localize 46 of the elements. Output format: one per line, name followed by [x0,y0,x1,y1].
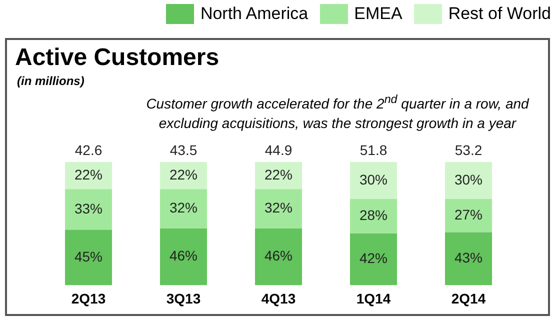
x-tick-label: 4Q13 [261,290,296,306]
data-label: 22% [169,166,198,182]
bar [444,162,492,199]
bar [160,189,208,229]
bar [254,162,302,190]
bar [444,232,492,286]
data-label: 32% [169,200,198,216]
bar [64,162,112,190]
bar [254,189,302,229]
data-label: 28% [359,207,388,224]
annotation: 44.9 [264,142,292,158]
bar [350,162,398,199]
data-label: 33% [74,200,103,216]
bar [350,198,398,234]
bar [254,228,302,286]
data-label: 30% [454,171,483,188]
x-tick-label: 3Q13 [166,290,201,306]
data-label: 22% [264,166,293,182]
chart-subtitle: (in millions) [17,74,84,88]
data-label: 46% [169,248,198,264]
legend-label: North America [200,4,308,24]
annotation: 42.6 [74,142,102,158]
data-label: 42% [359,250,388,266]
annotation: 43.5 [170,142,198,158]
bar [64,230,112,286]
annotation: 51.8 [360,142,388,158]
legend-label: Rest of World [448,4,551,24]
data-label: 22% [74,166,103,182]
bar [64,189,112,230]
text: Customer growth accelerated for the 2$^{nd}$ quarter in a row, and excluding acquisitions, was the strongest growth in a year [145,92,530,133]
data-label: 32% [264,200,293,216]
data-label: 45% [74,248,103,264]
bar [160,162,208,190]
bar [160,228,208,286]
legend-label: EMEA [354,4,402,24]
x-tick-label: 2Q14 [451,290,486,306]
data-label: 43% [454,250,483,266]
bar [444,198,492,232]
data-label: 30% [359,171,388,188]
x-tick-label: 2Q13 [71,290,106,306]
data-label: 27% [454,206,483,222]
bar [350,233,398,286]
annotation: 53.2 [454,142,482,158]
data-label: 46% [264,248,293,264]
x-tick-label: 1Q14 [356,290,391,306]
chart-title: Active Customers [15,44,220,72]
